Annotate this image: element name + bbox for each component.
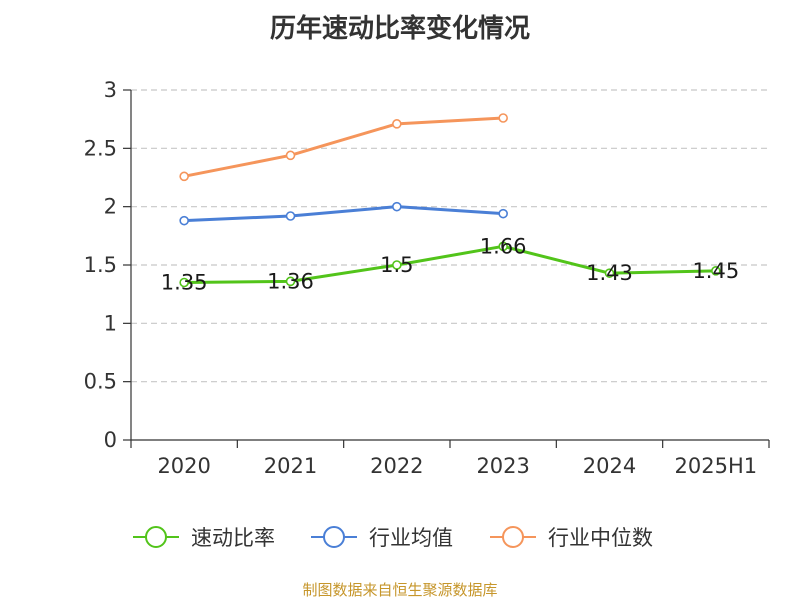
legend-label: 速动比率 <box>191 526 275 550</box>
legend-label: 行业中位数 <box>548 526 653 550</box>
x-tick-label: 2022 <box>370 454 423 478</box>
x-axis-ticks: 2020 2021 2022 2023 2024 2025H1 <box>130 440 770 478</box>
data-label: 1.45 <box>692 259 739 283</box>
data-point[interactable] <box>498 208 508 219</box>
x-tick-label: 2025H1 <box>675 454 758 478</box>
data-point[interactable] <box>604 268 615 278</box>
data-point[interactable] <box>498 113 508 123</box>
y-tick-label: 1.5 <box>84 253 117 277</box>
series-line-2 <box>183 116 504 178</box>
legend-marker-icon <box>145 526 167 548</box>
x-tick-label: 2020 <box>157 454 210 478</box>
data-point[interactable] <box>179 171 189 182</box>
series-points <box>179 113 721 288</box>
y-axis-ticks: 0 0.5 1 1.5 2 2.5 3 <box>84 78 131 452</box>
data-label: 1.66 <box>480 234 527 258</box>
data-labels: 1.35 1.36 1.5 1.66 1.43 1.45 <box>161 234 739 294</box>
x-tick-label: 2024 <box>583 454 636 478</box>
y-tick-label: 2 <box>104 195 117 219</box>
data-label: 1.5 <box>380 253 413 277</box>
legend-marker-icon <box>323 526 345 548</box>
data-point[interactable] <box>285 276 296 287</box>
y-tick-label: 0.5 <box>84 370 117 394</box>
x-tick-label: 2023 <box>476 454 529 478</box>
data-label: 1.35 <box>161 271 208 295</box>
gridlines <box>131 89 769 383</box>
series-line-0 <box>184 244 716 284</box>
data-point[interactable] <box>285 150 296 161</box>
source-note: 制图数据来自恒生聚源数据库 <box>302 581 498 599</box>
legend-item-1[interactable]: 行业均值 <box>311 526 453 550</box>
y-tick-label: 2.5 <box>84 136 117 160</box>
data-point[interactable] <box>498 241 508 252</box>
y-tick-label: 0 <box>104 428 117 452</box>
y-tick-label: 1 <box>104 311 117 335</box>
data-point[interactable] <box>179 277 189 288</box>
x-tick-label: 2021 <box>264 454 317 478</box>
legend-marker-icon <box>502 526 524 548</box>
data-label: 1.43 <box>586 261 633 285</box>
series-line-1 <box>184 205 504 223</box>
data-point[interactable] <box>392 119 402 129</box>
data-point[interactable] <box>392 260 402 270</box>
data-point[interactable] <box>711 266 721 276</box>
legend-item-0[interactable]: 速动比率 <box>133 526 275 550</box>
legend-label: 行业均值 <box>369 526 453 550</box>
data-point[interactable] <box>285 211 296 221</box>
data-point[interactable] <box>392 201 402 212</box>
chart-title: 历年速动比率变化情况 <box>269 14 530 44</box>
y-tick-label: 3 <box>104 78 117 102</box>
series-lines <box>183 116 716 284</box>
legend-item-2[interactable]: 行业中位数 <box>490 526 653 550</box>
legend: 速动比率 行业均值 行业中位数 <box>133 526 653 550</box>
data-point[interactable] <box>179 215 189 226</box>
data-label: 1.36 <box>267 269 314 293</box>
